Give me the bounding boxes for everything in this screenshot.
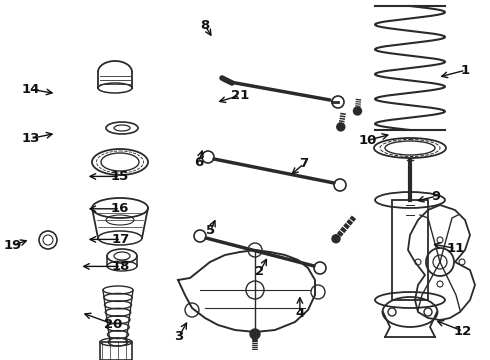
Text: 1: 1 bbox=[461, 64, 470, 77]
Text: 12: 12 bbox=[454, 325, 472, 338]
Circle shape bbox=[332, 235, 340, 243]
Text: 10: 10 bbox=[358, 134, 377, 147]
Text: 14: 14 bbox=[21, 83, 40, 96]
Text: 15: 15 bbox=[111, 170, 129, 183]
Text: 21: 21 bbox=[231, 89, 249, 102]
Text: 20: 20 bbox=[103, 318, 122, 330]
Text: 3: 3 bbox=[174, 330, 183, 343]
Text: 4: 4 bbox=[295, 307, 304, 320]
Text: 18: 18 bbox=[112, 260, 130, 273]
Text: 8: 8 bbox=[200, 19, 209, 32]
Text: 2: 2 bbox=[255, 265, 264, 278]
Text: 19: 19 bbox=[3, 239, 22, 252]
Bar bbox=[100, 342, 132, 360]
Text: 9: 9 bbox=[432, 190, 441, 203]
Circle shape bbox=[250, 329, 260, 339]
Text: 11: 11 bbox=[446, 242, 465, 255]
Text: 13: 13 bbox=[21, 132, 40, 145]
Bar bbox=[392, 200, 428, 300]
Circle shape bbox=[337, 123, 345, 131]
Text: 7: 7 bbox=[299, 157, 308, 170]
Text: 16: 16 bbox=[111, 202, 129, 215]
Circle shape bbox=[353, 107, 362, 115]
Text: 6: 6 bbox=[195, 156, 203, 168]
Text: 5: 5 bbox=[206, 224, 215, 237]
Text: 17: 17 bbox=[112, 233, 130, 246]
